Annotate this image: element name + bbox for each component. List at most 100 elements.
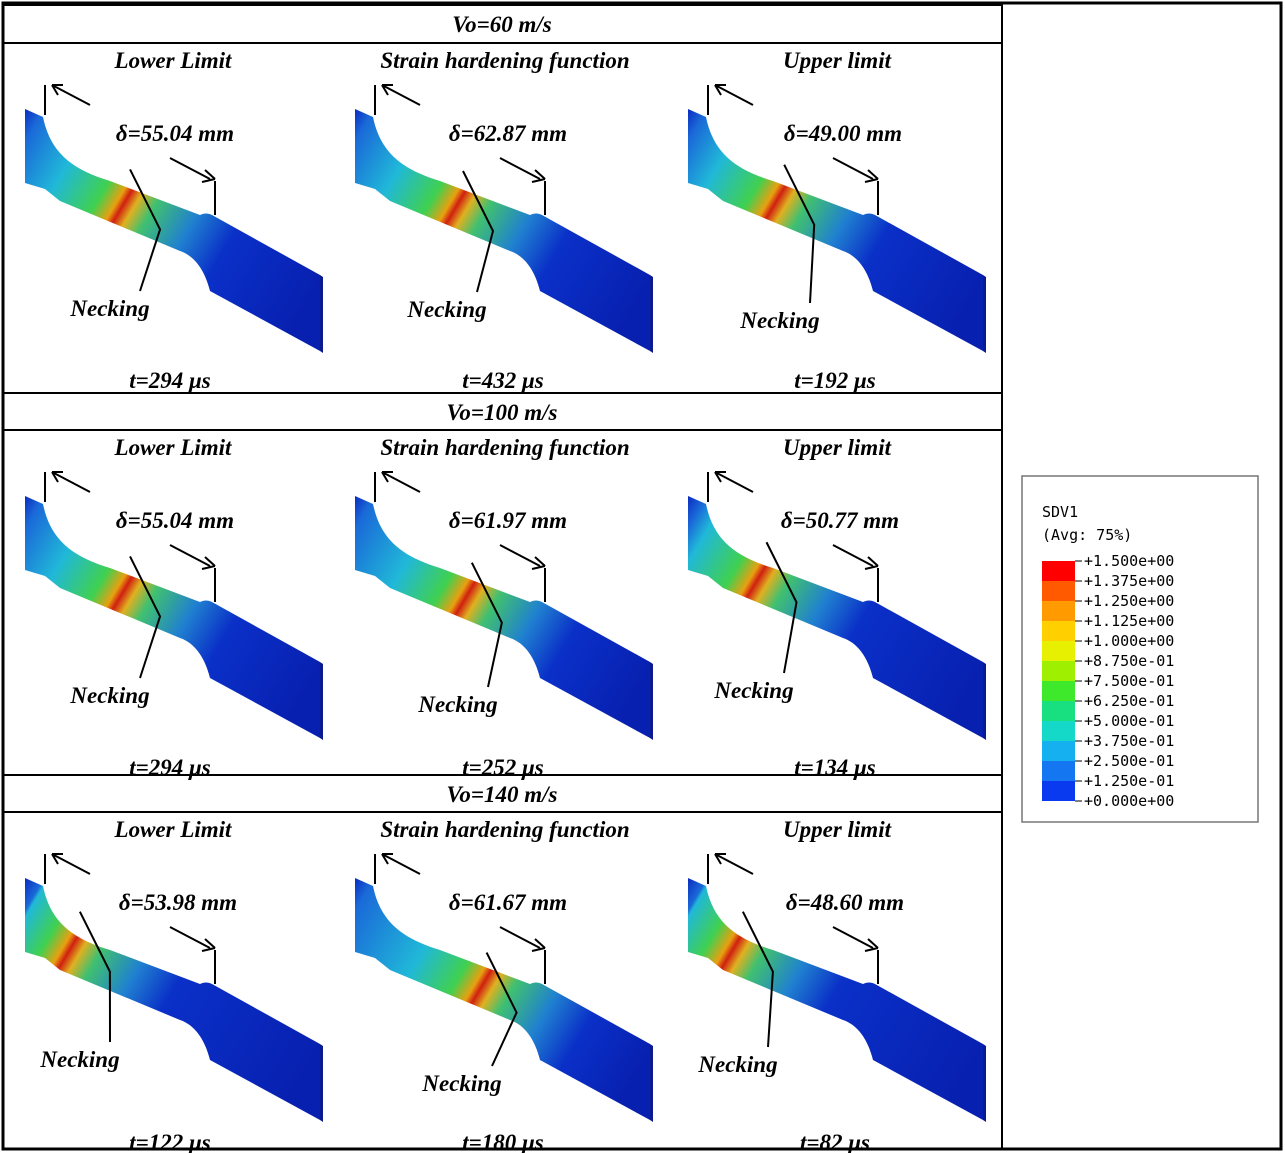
- dimension-lines: [707, 471, 879, 602]
- legend-label: +7.500e-01: [1084, 672, 1174, 690]
- legend-swatch: [1042, 621, 1075, 641]
- specimen-side: [983, 662, 986, 740]
- legend-swatch: [1042, 761, 1075, 781]
- legend-swatch: [1042, 601, 1075, 621]
- panel: Upper limit δ=49.00 mm Necking t=192 μs: [688, 48, 986, 393]
- specimen: [25, 496, 320, 738]
- column-label: Strain hardening function: [380, 817, 629, 842]
- legend-title: SDV1: [1042, 503, 1078, 521]
- necking-pointer: [742, 911, 774, 1048]
- specimen-side: [320, 662, 323, 740]
- specimen: [688, 109, 983, 351]
- legend-label: +1.125e+00: [1084, 612, 1174, 630]
- necking-pointer: [462, 170, 495, 293]
- specimen: [355, 496, 650, 738]
- dimension-lines: [707, 853, 879, 984]
- time-label: t=192 μs: [794, 368, 876, 393]
- specimen: [688, 496, 983, 738]
- dimension-lines: [44, 84, 216, 215]
- legend-label: +3.750e-01: [1084, 732, 1174, 750]
- specimen: [355, 878, 650, 1120]
- necking-pointer: [470, 562, 503, 688]
- necking-label: Necking: [421, 1071, 501, 1096]
- necking-pointer: [485, 952, 518, 1067]
- legend-label: +1.375e+00: [1084, 572, 1174, 590]
- displacement: δ=55.04 mm: [116, 121, 234, 146]
- specimen: [25, 109, 320, 351]
- dimension-lines: [374, 84, 546, 215]
- time-label: t=82 μs: [800, 1130, 870, 1153]
- legend-swatch: [1042, 641, 1075, 661]
- specimen-side: [983, 1044, 986, 1122]
- time-label: t=294 μs: [129, 755, 211, 780]
- time-label: t=252 μs: [462, 755, 544, 780]
- specimen: [25, 878, 320, 1120]
- legend-swatch: [1042, 781, 1075, 801]
- legend-swatch: [1042, 581, 1075, 601]
- displacement: δ=62.87 mm: [449, 121, 567, 146]
- necking-label: Necking: [69, 683, 149, 708]
- legend-swatch: [1042, 701, 1075, 721]
- time-label: t=294 μs: [129, 368, 211, 393]
- panel: Lower Limit δ=55.04 mm Necking t=294 μs: [25, 435, 323, 780]
- column-label: Upper limit: [783, 435, 892, 460]
- legend-label: +5.000e-01: [1084, 712, 1174, 730]
- panel: Strain hardening function δ=62.87 mm Necki…: [355, 48, 653, 393]
- section-header: Vo=140 m/s: [447, 782, 558, 807]
- displacement: δ=61.67 mm: [449, 890, 567, 915]
- specimen-side: [650, 662, 653, 740]
- legend-swatch: [1042, 721, 1075, 741]
- legend-swatch: [1042, 681, 1075, 701]
- displacement: δ=53.98 mm: [119, 890, 237, 915]
- legend-label: +1.000e+00: [1084, 632, 1174, 650]
- dimension-lines: [374, 853, 546, 984]
- necking-label: Necking: [417, 692, 497, 717]
- legend-label: +0.000e+00: [1084, 792, 1174, 810]
- panel: Upper limit δ=48.60 mm Necking t=82 μs: [688, 817, 986, 1153]
- column-label: Upper limit: [783, 48, 892, 73]
- necking-label: Necking: [69, 296, 149, 321]
- column-label: Upper limit: [783, 817, 892, 842]
- panel: Lower Limit δ=55.04 mm Necking t=294 μs: [25, 48, 323, 393]
- specimen: [688, 878, 983, 1120]
- time-label: t=432 μs: [462, 368, 544, 393]
- specimen-side: [650, 275, 653, 353]
- legend-label: +1.250e+00: [1084, 592, 1174, 610]
- legend-label: +6.250e-01: [1084, 692, 1174, 710]
- necking-label: Necking: [406, 297, 486, 322]
- specimen-side: [320, 275, 323, 353]
- dimension-lines: [374, 471, 546, 602]
- section-header: Vo=100 m/s: [447, 400, 558, 425]
- time-label: t=122 μs: [129, 1130, 211, 1153]
- specimen-side: [320, 1044, 323, 1122]
- specimen-side: [650, 1044, 653, 1122]
- necking-pointer: [79, 911, 111, 1043]
- column-label: Strain hardening function: [380, 48, 629, 73]
- legend-swatch: [1042, 561, 1075, 581]
- necking-pointer: [129, 555, 162, 679]
- specimen: [355, 109, 650, 351]
- panel: Lower Limit δ=53.98 mm Necking t=122 μs: [25, 817, 323, 1153]
- dimension-lines: [44, 853, 216, 984]
- legend-swatch: [1042, 661, 1075, 681]
- column-label: Strain hardening function: [380, 435, 629, 460]
- panel: Upper limit δ=50.77 mm Necking t=134 μs: [688, 435, 986, 780]
- legend-label: +2.500e-01: [1084, 752, 1174, 770]
- necking-pointer: [765, 541, 798, 674]
- time-label: t=180 μs: [462, 1130, 544, 1153]
- necking-label: Necking: [739, 308, 819, 333]
- legend-label: +1.250e-01: [1084, 772, 1174, 790]
- specimen-side: [983, 275, 986, 353]
- column-label: Lower Limit: [114, 435, 233, 460]
- column-label: Lower Limit: [114, 48, 233, 73]
- panel: Strain hardening function δ=61.97 mm Necki…: [355, 435, 653, 780]
- legend-subtitle: (Avg: 75%): [1042, 526, 1132, 544]
- displacement: δ=48.60 mm: [786, 890, 904, 915]
- column-label: Lower Limit: [114, 817, 233, 842]
- legend-swatch: [1042, 741, 1075, 761]
- necking-pointer: [129, 168, 162, 292]
- necking-pointer: [783, 164, 816, 304]
- displacement: δ=49.00 mm: [784, 121, 902, 146]
